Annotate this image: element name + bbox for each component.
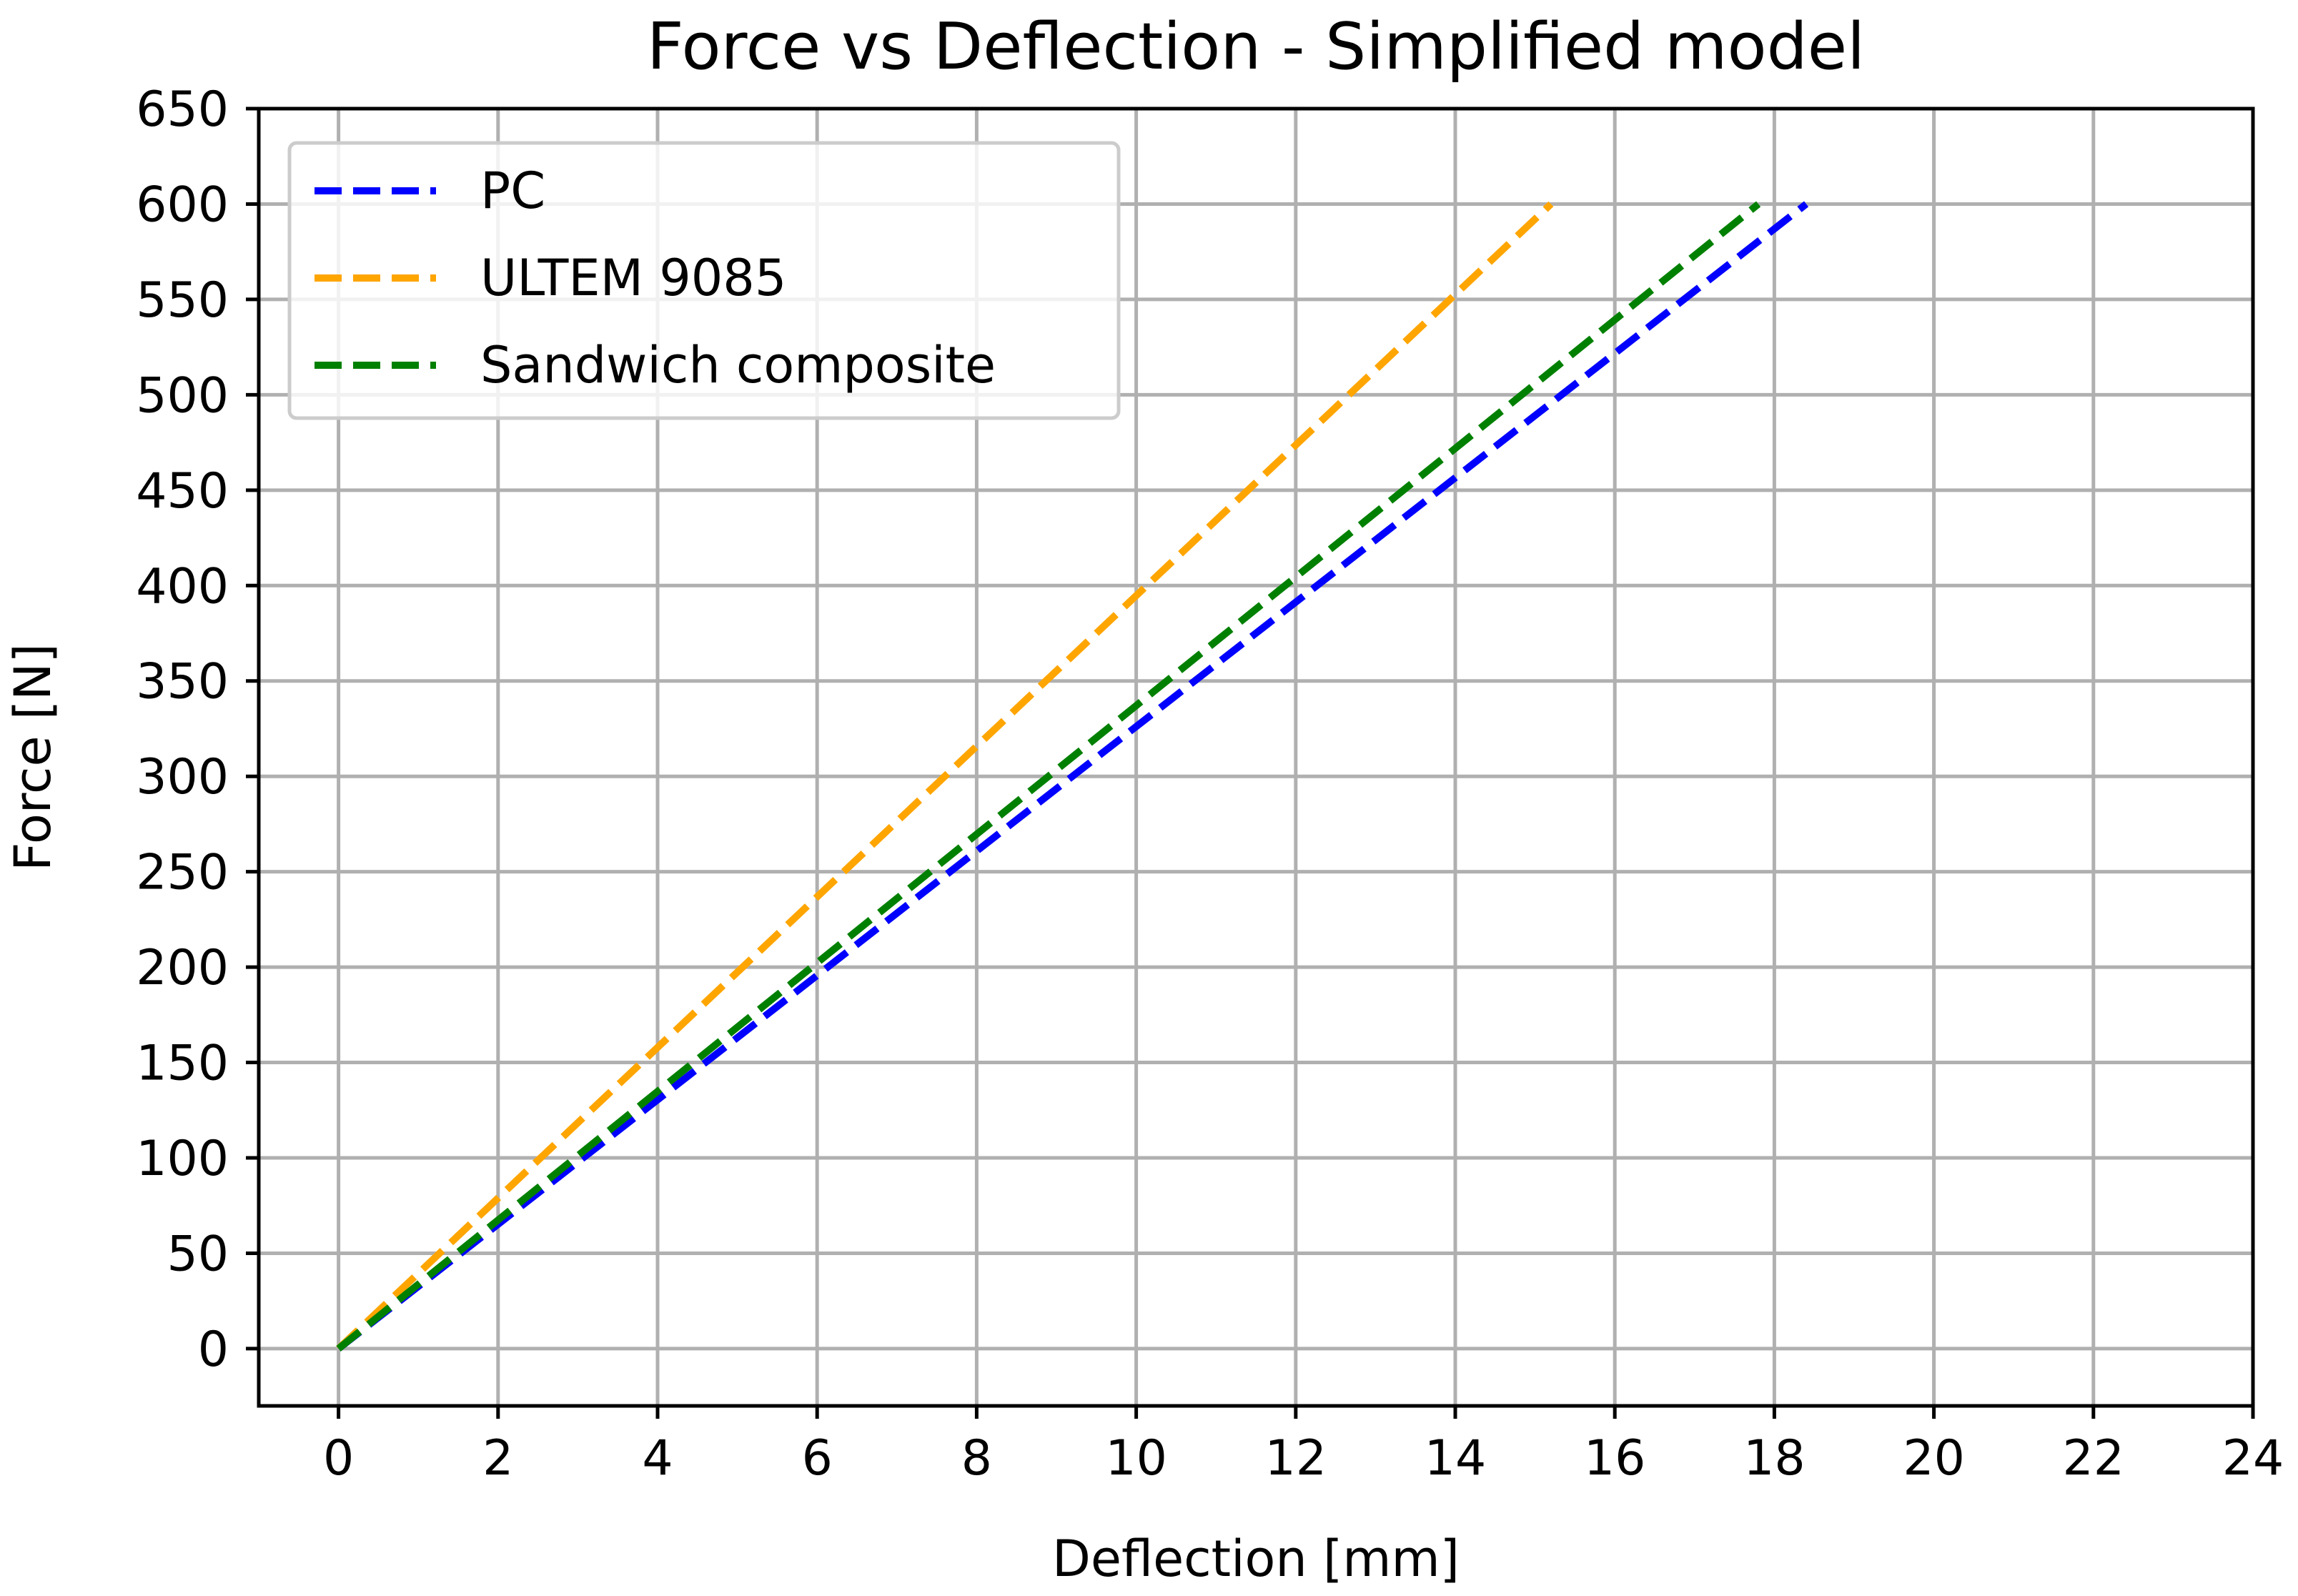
x-tick-label: 2 (482, 1430, 513, 1487)
series-layer (336, 201, 1809, 1352)
y-tick-label: 650 (136, 81, 229, 138)
y-tick-label: 400 (136, 558, 229, 615)
x-tick-label: 14 (1425, 1430, 1487, 1487)
x-tick-label: 16 (1584, 1430, 1646, 1487)
ticks-layer: 0 2 4 6 8 10 12 14 16 18 20 22 240501001502002503003… (136, 81, 2284, 1487)
x-tick-label: 24 (2222, 1430, 2284, 1487)
y-axis-title: Force [N] (4, 643, 62, 871)
x-tick-label: 18 (1743, 1430, 1806, 1487)
y-tick-label: 250 (136, 845, 229, 901)
y-tick-label: 50 (167, 1226, 229, 1282)
legend-label-sandwich-composite: Sandwich composite (480, 336, 996, 395)
y-tick-label: 350 (136, 654, 229, 710)
y-tick-label: 550 (136, 272, 229, 329)
legend-label-pc: PC (480, 162, 545, 220)
x-tick-label: 12 (1265, 1430, 1327, 1487)
x-tick-label: 0 (323, 1430, 354, 1487)
chart-title: Force vs Deflection - Simplified model (647, 9, 1865, 84)
x-tick-label: 20 (1903, 1430, 1965, 1487)
x-tick-label: 8 (961, 1430, 992, 1487)
x-tick-label: 22 (2063, 1430, 2125, 1487)
x-tick-label: 4 (642, 1430, 673, 1487)
plot-frame (257, 106, 2255, 1408)
series-line-sandwich-composite (336, 201, 1761, 1352)
x-tick-label: 10 (1105, 1430, 1167, 1487)
y-tick-label: 450 (136, 463, 229, 520)
legend-frame (287, 141, 1121, 420)
legend-items: PC ULTEM 9085 Sandwich composite (315, 162, 996, 395)
y-tick-label: 500 (136, 367, 229, 424)
legend-label-ultem-9085: ULTEM 9085 (480, 249, 786, 307)
y-tick-label: 300 (136, 749, 229, 806)
series-line-ultem-9085 (336, 201, 1554, 1352)
x-tick-label: 6 (802, 1430, 833, 1487)
legend: PC ULTEM 9085 Sandwich composite (287, 141, 1121, 420)
x-axis-title: Deflection [mm] (1052, 1530, 1460, 1588)
y-tick-label: 150 (136, 1036, 229, 1092)
y-tick-label: 200 (136, 940, 229, 996)
y-tick-label: 0 (198, 1322, 229, 1378)
series-line-pc (336, 201, 1809, 1352)
y-tick-label: 600 (136, 177, 229, 233)
y-tick-label: 100 (136, 1131, 229, 1187)
